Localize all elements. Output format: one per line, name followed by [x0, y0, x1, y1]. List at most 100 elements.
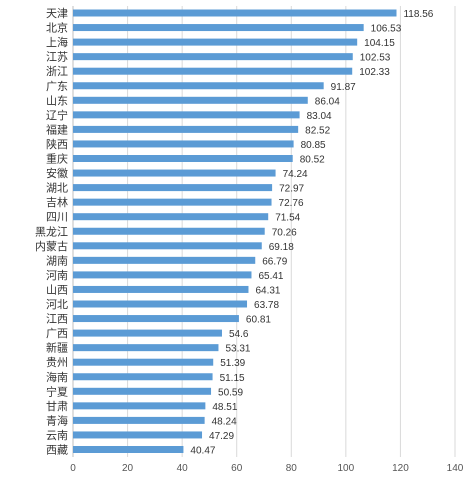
x-axis-ticks: 0 20 40 60 80 100 120 140	[70, 463, 463, 474]
bar	[73, 431, 203, 439]
bar	[73, 169, 276, 177]
bar	[73, 416, 205, 424]
data-label: 80.85	[301, 140, 326, 151]
data-label: 54.6	[229, 329, 249, 340]
bar	[73, 358, 214, 366]
data-label: 106.53	[371, 24, 402, 35]
data-label: 64.31	[255, 285, 280, 296]
category-label: 海南	[46, 370, 68, 384]
category-label: 山东	[46, 94, 68, 107]
x-tick-label: 120	[392, 463, 409, 474]
data-label: 74.24	[283, 169, 308, 180]
bars	[73, 9, 397, 453]
bar	[73, 256, 256, 264]
category-labels: 天津北京上海江苏浙江广东山东辽宁福建陕西重庆安徽湖北吉林四川黑龙江内蒙古湖南河南…	[35, 7, 68, 457]
bar	[73, 198, 272, 206]
category-label: 湖南	[46, 254, 68, 267]
x-tick-label: 60	[231, 463, 243, 474]
category-label: 湖北	[46, 182, 68, 195]
bar	[73, 315, 239, 323]
bar	[73, 111, 300, 119]
category-label: 福建	[46, 122, 68, 136]
data-label: 86.04	[315, 96, 340, 107]
category-label: 青海	[46, 413, 68, 427]
bar	[73, 125, 299, 133]
x-tick-label: 0	[70, 463, 76, 474]
data-label: 66.79	[262, 256, 287, 267]
bar	[73, 213, 269, 221]
data-label: 48.51	[212, 402, 237, 413]
x-tick-label: 20	[122, 463, 134, 474]
category-label: 广西	[46, 327, 68, 340]
bar	[73, 9, 397, 17]
bar	[73, 329, 222, 337]
data-label: 60.81	[246, 315, 271, 326]
data-label: 82.52	[305, 125, 330, 136]
x-tick-label: 80	[286, 463, 298, 474]
data-label: 83.04	[307, 111, 332, 122]
category-label: 陕西	[46, 137, 68, 151]
bar	[73, 24, 364, 32]
category-label: 新疆	[46, 341, 68, 355]
bar	[73, 344, 219, 352]
category-label: 宁夏	[46, 384, 68, 398]
x-tick-label: 40	[177, 463, 189, 474]
bar	[73, 38, 358, 46]
data-label: 102.33	[359, 67, 390, 78]
category-label: 安徽	[46, 166, 68, 180]
category-label: 重庆	[46, 152, 68, 166]
data-label: 51.39	[220, 358, 245, 369]
bar	[73, 227, 265, 235]
category-label: 贵州	[46, 356, 68, 369]
data-label: 72.97	[279, 184, 304, 195]
data-label: 72.76	[279, 198, 304, 209]
category-label: 吉林	[46, 195, 68, 209]
data-label: 51.15	[220, 373, 245, 384]
data-label: 53.31	[225, 344, 250, 355]
bar	[73, 53, 353, 61]
category-label: 河北	[46, 298, 68, 311]
data-label: 48.24	[212, 416, 237, 427]
category-label: 甘肃	[46, 400, 68, 413]
x-tick-label: 100	[338, 463, 355, 474]
category-label: 上海	[46, 35, 68, 49]
category-label: 北京	[46, 21, 68, 35]
bar	[73, 285, 249, 293]
data-label: 69.18	[269, 242, 294, 253]
bar	[73, 140, 294, 148]
data-label: 47.29	[209, 431, 234, 442]
category-label: 云南	[46, 429, 68, 442]
category-label: 江苏	[46, 51, 68, 64]
bar	[73, 446, 184, 453]
data-label: 63.78	[254, 300, 279, 311]
category-label: 广东	[46, 80, 68, 93]
data-label: 65.41	[258, 271, 283, 282]
bar	[73, 184, 273, 192]
category-label: 山西	[46, 283, 68, 296]
data-label: 71.54	[275, 213, 300, 224]
data-label: 40.47	[190, 446, 215, 457]
bar	[73, 387, 212, 395]
bar	[73, 67, 353, 75]
data-label: 104.15	[364, 38, 395, 49]
bar	[73, 271, 252, 279]
category-label: 天津	[46, 7, 68, 20]
category-label: 西藏	[46, 444, 68, 457]
category-label: 河南	[46, 269, 68, 282]
data-label: 118.56	[403, 9, 433, 20]
category-label: 四川	[46, 211, 68, 224]
bar	[73, 96, 308, 104]
data-label: 70.26	[272, 227, 297, 238]
data-label: 50.59	[218, 387, 243, 398]
bar	[73, 402, 206, 410]
data-label: 102.53	[360, 53, 391, 64]
bar	[73, 155, 293, 162]
category-label: 浙江	[46, 65, 68, 78]
category-label: 辽宁	[46, 108, 68, 122]
category-label: 黑龙江	[35, 225, 68, 238]
data-label: 91.87	[331, 82, 356, 93]
bar	[73, 373, 213, 381]
